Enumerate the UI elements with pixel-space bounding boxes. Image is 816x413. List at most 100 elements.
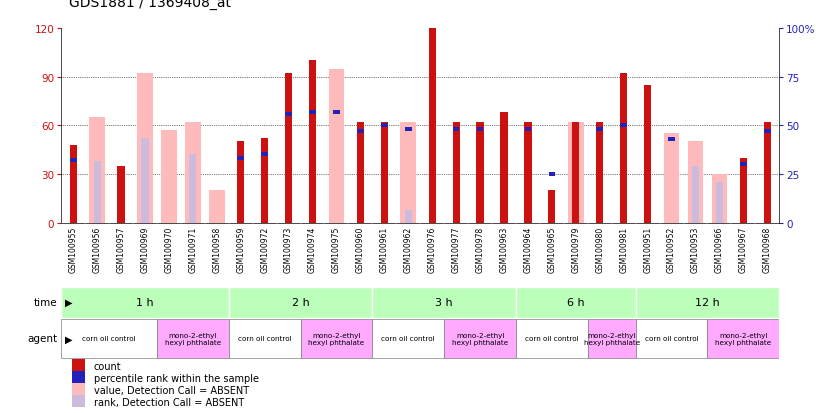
Bar: [228, 287, 372, 318]
Bar: [286, 112, 292, 116]
Text: GSM100961: GSM100961: [379, 226, 389, 272]
Bar: [61, 287, 228, 318]
Text: agent: agent: [27, 334, 57, 344]
Bar: [329, 69, 344, 223]
Bar: [525, 123, 531, 223]
Bar: [300, 319, 372, 358]
Text: corn oil control: corn oil control: [525, 336, 579, 342]
Text: GSM100971: GSM100971: [188, 226, 197, 272]
Text: GSM100953: GSM100953: [691, 226, 700, 273]
Text: GSM100972: GSM100972: [260, 226, 269, 272]
Bar: [548, 191, 556, 223]
Bar: [189, 155, 197, 223]
Bar: [405, 210, 412, 223]
Bar: [161, 131, 177, 223]
Text: mono-2-ethyl
hexyl phthalate: mono-2-ethyl hexyl phthalate: [583, 332, 640, 345]
Text: GSM100960: GSM100960: [356, 226, 365, 273]
Text: 6 h: 6 h: [567, 297, 584, 308]
Bar: [764, 130, 770, 134]
Text: GDS1881 / 1369408_at: GDS1881 / 1369408_at: [69, 0, 232, 10]
Bar: [692, 166, 699, 223]
Text: GSM100958: GSM100958: [212, 226, 221, 272]
Bar: [525, 128, 531, 132]
Bar: [309, 110, 316, 114]
Text: GSM100975: GSM100975: [332, 226, 341, 273]
Text: percentile rank within the sample: percentile rank within the sample: [94, 373, 259, 383]
Text: GSM100962: GSM100962: [404, 226, 413, 272]
Bar: [740, 163, 747, 167]
Text: GSM100979: GSM100979: [571, 226, 580, 273]
Text: 12 h: 12 h: [695, 297, 720, 308]
Bar: [620, 74, 628, 223]
Text: mono-2-ethyl
hexyl phthalate: mono-2-ethyl hexyl phthalate: [308, 332, 365, 345]
Text: GSM100959: GSM100959: [236, 226, 246, 273]
Text: GSM100978: GSM100978: [476, 226, 485, 272]
Text: GSM100956: GSM100956: [92, 226, 102, 273]
Text: ▶: ▶: [65, 334, 73, 344]
Text: ▶: ▶: [65, 297, 73, 308]
Bar: [72, 395, 85, 409]
Bar: [69, 158, 77, 223]
Bar: [61, 319, 157, 358]
Bar: [333, 110, 339, 114]
Bar: [357, 123, 364, 223]
Bar: [381, 124, 388, 128]
Text: GSM100963: GSM100963: [499, 226, 508, 273]
Bar: [157, 319, 228, 358]
Bar: [372, 287, 516, 318]
Bar: [477, 123, 484, 223]
Text: GSM100957: GSM100957: [117, 226, 126, 273]
Bar: [209, 191, 224, 223]
Bar: [596, 128, 603, 132]
Text: corn oil control: corn oil control: [645, 336, 698, 342]
Bar: [712, 174, 727, 223]
Text: GSM100974: GSM100974: [308, 226, 317, 273]
Bar: [285, 74, 292, 223]
Bar: [636, 287, 779, 318]
Bar: [70, 159, 77, 163]
Bar: [636, 319, 707, 358]
Bar: [72, 359, 85, 373]
Text: GSM100976: GSM100976: [428, 226, 437, 273]
Bar: [740, 158, 747, 223]
Text: GSM100970: GSM100970: [164, 226, 174, 273]
Bar: [141, 139, 149, 223]
Text: GSM100952: GSM100952: [667, 226, 676, 272]
Bar: [72, 383, 85, 397]
Text: corn oil control: corn oil control: [82, 336, 136, 342]
Bar: [401, 123, 416, 223]
Bar: [237, 157, 244, 161]
Text: GSM100980: GSM100980: [595, 226, 605, 272]
Bar: [572, 123, 579, 223]
Text: 2 h: 2 h: [291, 297, 309, 308]
Text: GSM100965: GSM100965: [548, 226, 557, 273]
Bar: [94, 161, 100, 223]
Text: GSM100964: GSM100964: [523, 226, 533, 273]
Text: value, Detection Call = ABSENT: value, Detection Call = ABSENT: [94, 385, 249, 395]
Bar: [185, 123, 201, 223]
Bar: [372, 319, 444, 358]
Bar: [668, 138, 675, 142]
Bar: [89, 118, 105, 223]
Bar: [688, 142, 703, 223]
Text: mono-2-ethyl
hexyl phthalate: mono-2-ethyl hexyl phthalate: [452, 332, 508, 345]
Bar: [261, 139, 268, 223]
Bar: [764, 123, 771, 223]
Bar: [137, 74, 153, 223]
Bar: [596, 123, 603, 223]
Text: mono-2-ethyl
hexyl phthalate: mono-2-ethyl hexyl phthalate: [716, 332, 771, 345]
Bar: [428, 29, 436, 223]
Bar: [500, 113, 508, 223]
Bar: [644, 85, 651, 223]
Text: GSM100973: GSM100973: [284, 226, 293, 273]
Bar: [444, 319, 516, 358]
Bar: [69, 145, 77, 223]
Text: GSM100968: GSM100968: [763, 226, 772, 272]
Text: GSM100955: GSM100955: [69, 226, 78, 273]
Bar: [516, 319, 588, 358]
Bar: [381, 123, 388, 223]
Bar: [405, 128, 411, 132]
Text: GSM100951: GSM100951: [643, 226, 652, 272]
Bar: [588, 319, 636, 358]
Text: GSM100966: GSM100966: [715, 226, 724, 273]
